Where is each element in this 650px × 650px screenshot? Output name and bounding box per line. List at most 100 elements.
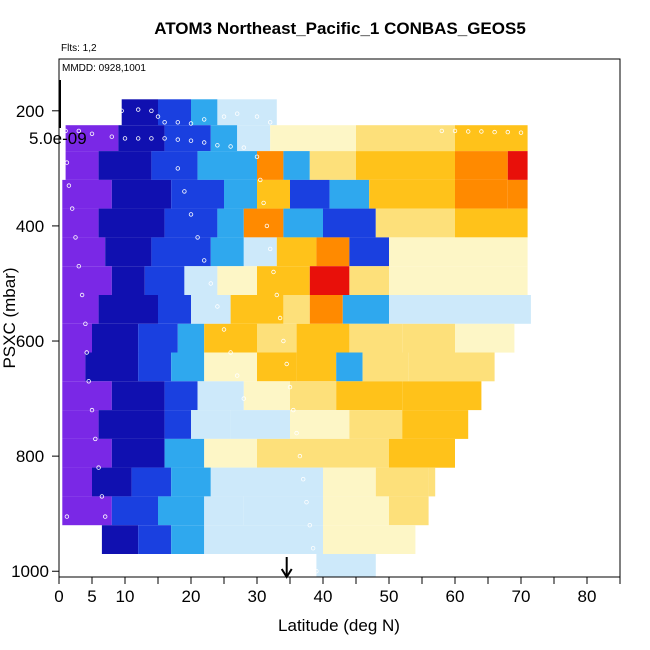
x-tick-label: 40 (314, 587, 333, 606)
flight-point (294, 430, 299, 436)
flight-point (234, 373, 240, 378)
heatmap-cell (375, 467, 429, 497)
flight-point (96, 465, 101, 470)
flight-point (188, 212, 194, 217)
heatmap-cell (111, 266, 145, 295)
heatmap-cell (217, 99, 277, 126)
heatmap-cell (191, 295, 231, 324)
flight-point (76, 128, 81, 134)
flight-point (188, 121, 194, 126)
heatmap-cell (296, 323, 350, 353)
flight-point (162, 120, 167, 125)
heatmap-cell (101, 525, 139, 554)
heatmap-cell (323, 496, 389, 526)
flight-point (221, 114, 227, 119)
heatmap-cell (243, 496, 323, 526)
heatmap-cell (217, 208, 244, 238)
flight-point (63, 128, 68, 134)
heatmap-cell (389, 237, 455, 267)
heatmap-cell (62, 295, 99, 324)
x-tick-label: 20 (182, 587, 201, 606)
heatmap-cell (257, 266, 310, 295)
flight-point (149, 108, 154, 113)
flight-point (215, 143, 220, 148)
flight-point (175, 120, 180, 125)
x-axis: 0 5 10 20 30 40 50 60 70 80 (54, 577, 621, 606)
heatmap-cell (111, 438, 165, 468)
flight-tracks (63, 107, 524, 574)
heatmap-cell (98, 208, 165, 238)
flight-point (254, 154, 260, 159)
chart-title: ATOM3 Northeast_Pacific_1 CONBAS_GEOS5 (154, 19, 526, 38)
heatmap-cell (290, 179, 330, 209)
heatmap-cell (336, 381, 403, 411)
flight-point (228, 350, 233, 355)
flight-point (122, 136, 128, 141)
heatmap-cell (290, 410, 350, 439)
x-tick-label: 60 (446, 587, 465, 606)
heatmap-cell (111, 381, 165, 411)
heatmap-cell (151, 237, 211, 267)
flight-point (201, 117, 207, 122)
flight-point (492, 129, 497, 135)
heatmap-cell (158, 295, 191, 324)
heatmap-cell (164, 208, 218, 238)
heatmap-cell (92, 323, 139, 353)
flight-point (505, 129, 510, 135)
flight-point (149, 136, 154, 141)
flight-point (310, 546, 316, 551)
heatmap-cell (62, 237, 106, 267)
flight-point (182, 189, 187, 194)
heatmap-cell (507, 179, 528, 209)
heatmap-cell (217, 266, 257, 295)
flight-point (93, 436, 98, 442)
heatmap-cell (296, 352, 337, 382)
flight-point (284, 361, 289, 367)
heatmap-cell (349, 323, 403, 353)
heatmap-cell (356, 151, 455, 180)
heatmap-cell (65, 151, 99, 180)
heatmap-cell (230, 410, 290, 439)
flight-point (268, 120, 273, 125)
heatmap-cell (336, 352, 363, 382)
heatmap-cell (171, 525, 205, 554)
heatmap-cell (171, 467, 211, 497)
flight-point (439, 128, 444, 134)
heatmap-cell (283, 295, 310, 324)
heatmap-cell (111, 179, 172, 209)
heatmap-cell (455, 208, 528, 238)
y-axis: 200 400 600 800 1000 (11, 102, 59, 581)
flight-point (66, 183, 72, 188)
flight-point (155, 114, 161, 119)
heatmap-cell (323, 525, 389, 554)
flights-label: Flts: 1,2 (61, 43, 97, 54)
flight-point (215, 304, 220, 309)
heatmap-cell (389, 525, 416, 554)
heatmap-cell (257, 467, 323, 497)
flight-point (84, 350, 89, 355)
heatmap-cell (283, 208, 323, 238)
heatmap-cell (316, 237, 350, 267)
heatmap-cell (276, 237, 317, 267)
flight-point (241, 396, 246, 401)
heatmap-cell (138, 352, 172, 382)
heatmap-cell (455, 237, 528, 267)
heatmap-cell (375, 208, 455, 238)
heatmap-cell (204, 525, 257, 554)
flight-point (271, 269, 276, 275)
flight-point (228, 144, 233, 149)
plot-frame (58, 58, 621, 578)
heatmap-cell (402, 410, 469, 439)
heatmap-cell (309, 266, 350, 295)
heatmap-cell (270, 125, 356, 152)
heatmap-cell (283, 151, 310, 180)
heatmap-cell (455, 323, 515, 353)
y-axis-label: PSXC (mbar) (0, 267, 19, 368)
heatmap-cell (356, 125, 455, 152)
heatmap-cell (323, 467, 376, 497)
x-tick-label: 70 (512, 587, 531, 606)
x-tick-label: 30 (248, 587, 267, 606)
heatmap-cell (131, 467, 172, 497)
heatmap-cell (62, 352, 86, 382)
flight-point (241, 145, 246, 150)
